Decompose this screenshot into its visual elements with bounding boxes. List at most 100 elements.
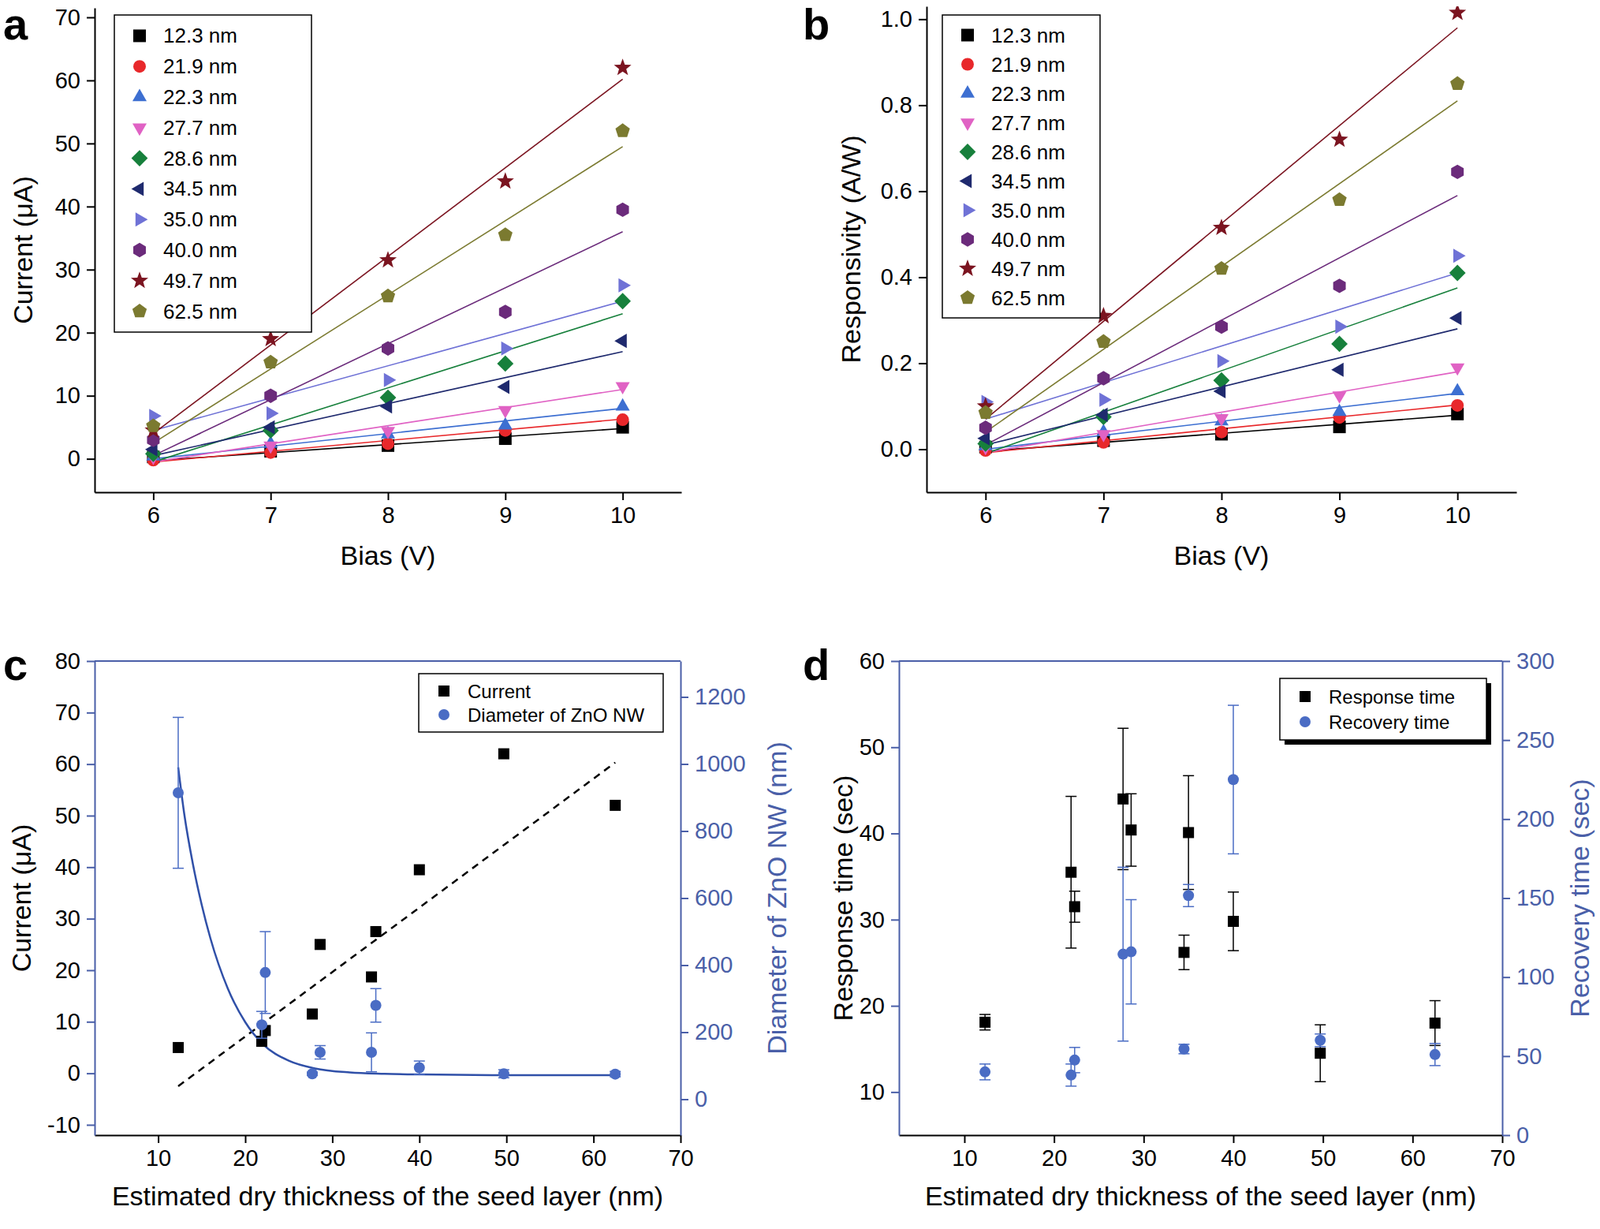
- x-axis-tick-label: 10: [951, 1144, 978, 1171]
- error-cap: [259, 930, 271, 933]
- y-axis-tick: 60: [55, 67, 95, 94]
- x-axis-tick: 8: [381, 492, 395, 528]
- series: [172, 716, 621, 1079]
- point: [306, 1007, 318, 1019]
- y-axis-tick-mark: [86, 395, 95, 397]
- point: [614, 58, 632, 75]
- x-axis-tick-label: 60: [1400, 1144, 1426, 1171]
- point: [365, 1046, 377, 1058]
- series: [172, 748, 621, 1053]
- legend-label: 27.7 nm: [163, 115, 238, 140]
- error-cap: [172, 867, 184, 869]
- legend-marker: [135, 212, 149, 227]
- point: [256, 1018, 268, 1030]
- point: [1332, 391, 1347, 404]
- y-axis-tick: 0.8: [880, 92, 927, 118]
- error-cap: [1178, 968, 1190, 970]
- error-bar: [370, 988, 382, 1022]
- error-cap: [314, 1044, 326, 1047]
- y-axis-tick-mark: [86, 268, 95, 271]
- point: [1314, 1034, 1326, 1046]
- error-bar: [1314, 1033, 1326, 1047]
- y-axis-tick: -10: [47, 1111, 95, 1138]
- y2-axis-tick-mark: [680, 1031, 689, 1034]
- point: [1125, 946, 1137, 958]
- point: [499, 304, 512, 319]
- legend-label: 22.3 nm: [163, 85, 238, 109]
- series: [979, 727, 1441, 1082]
- x-axis-tick-label: 20: [232, 1144, 258, 1171]
- error-cap: [1182, 775, 1194, 777]
- y2-axis-tick-label: 50: [1516, 1043, 1542, 1069]
- point: [380, 399, 393, 414]
- y2-axis-tick: 100: [1502, 963, 1555, 989]
- point: [413, 1062, 426, 1074]
- legend-marker: [438, 708, 450, 720]
- x-axis-tick: 6: [147, 492, 161, 528]
- y-axis-tick-label: 70: [55, 4, 81, 30]
- plot-area: [979, 704, 1441, 1086]
- y2-axis-tick-label: 0: [1516, 1122, 1530, 1148]
- point: [1217, 354, 1231, 369]
- y-axis-tick-mark: [918, 104, 927, 107]
- legend-marker: [133, 242, 146, 258]
- error-cap: [1314, 1045, 1326, 1048]
- y-axis-tick: 30: [55, 905, 95, 931]
- y-axis-tick-label: 0.8: [880, 92, 913, 118]
- y-axis-tick: 0.2: [880, 350, 927, 376]
- error-cap: [1227, 704, 1239, 706]
- legend-entry: 28.6 nm: [131, 146, 238, 171]
- y2-axis-tick-mark: [680, 964, 689, 966]
- y-axis-tick-mark: [86, 458, 95, 460]
- x-axis-tick-mark: [1322, 1134, 1325, 1143]
- point: [1449, 310, 1463, 325]
- point: [380, 288, 396, 303]
- y2-axis-title: Diameter of ZnO NW (nm): [761, 741, 792, 1055]
- y-axis: 0.00.20.40.60.81.0: [880, 6, 928, 493]
- fit-line: [152, 313, 623, 463]
- y2-axis-tick: 300: [1502, 648, 1555, 674]
- y2-axis-tick-label: 300: [1516, 648, 1555, 674]
- point: [262, 420, 276, 435]
- point: [979, 1016, 991, 1028]
- y-axis-tick: 1.0: [880, 6, 927, 32]
- y2-axis-tick-mark: [680, 696, 689, 698]
- point: [1214, 261, 1229, 275]
- x-axis-tick-mark: [506, 1134, 508, 1143]
- y-axis-tick-mark: [918, 362, 927, 365]
- point: [609, 799, 621, 811]
- error-bar: [1125, 793, 1137, 866]
- x-axis: 678910: [927, 492, 1518, 528]
- y2-axis: 050100150200250300: [1502, 648, 1555, 1148]
- y2-axis-tick-label: 1000: [694, 750, 746, 776]
- y-axis-tick-mark: [86, 866, 95, 869]
- point: [1065, 866, 1077, 878]
- legend-marker: [132, 303, 147, 318]
- y-axis-tick-mark: [86, 79, 95, 82]
- y-axis-tick-label: 50: [859, 734, 885, 760]
- y2-axis-tick-mark: [1502, 976, 1511, 978]
- x-axis-tick: 7: [264, 492, 278, 528]
- point: [263, 441, 278, 455]
- legend-label: 12.3 nm: [163, 23, 238, 48]
- point: [1227, 915, 1239, 927]
- series: [981, 248, 1466, 409]
- x-axis-tick-mark: [680, 1134, 683, 1143]
- error-cap: [1069, 890, 1081, 892]
- legend-label: 22.3 nm: [991, 82, 1066, 106]
- error-cap: [256, 1036, 268, 1039]
- point: [1178, 946, 1190, 958]
- y-axis-tick: 40: [859, 820, 899, 846]
- y-axis-tick: 0.6: [880, 178, 927, 204]
- legend-entry: 62.5 nm: [960, 286, 1066, 310]
- x-axis-tick-label: 10: [1445, 502, 1471, 528]
- point: [616, 413, 630, 426]
- x-axis-tick: 70: [667, 1134, 694, 1171]
- y2-axis-tick-mark: [680, 1098, 689, 1101]
- error-cap: [370, 988, 382, 990]
- legend-box: [1279, 678, 1487, 740]
- point: [1450, 76, 1465, 90]
- x-axis-tick: 30: [1131, 1134, 1157, 1171]
- point: [496, 379, 510, 394]
- x-axis-tick: 9: [1333, 492, 1347, 528]
